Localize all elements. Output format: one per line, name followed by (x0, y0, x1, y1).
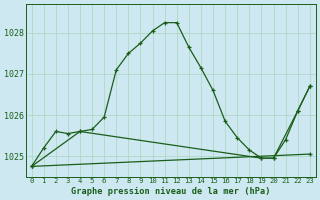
X-axis label: Graphe pression niveau de la mer (hPa): Graphe pression niveau de la mer (hPa) (71, 187, 270, 196)
